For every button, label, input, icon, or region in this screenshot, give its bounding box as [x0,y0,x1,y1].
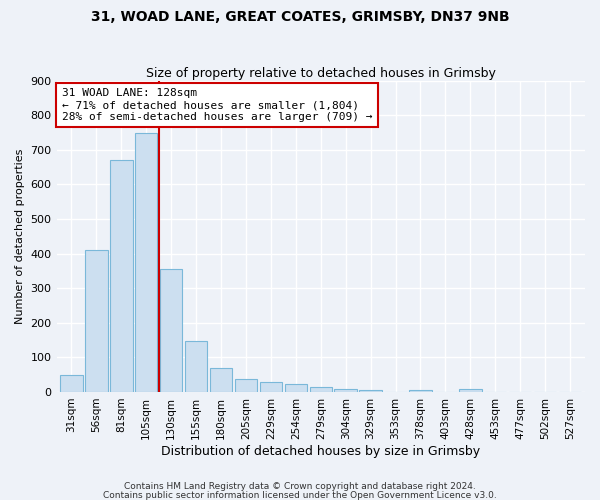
Bar [284,384,307,392]
Bar [359,390,382,392]
Bar [334,389,357,392]
Bar [85,250,107,392]
Bar [60,376,83,392]
Text: 31, WOAD LANE, GREAT COATES, GRIMSBY, DN37 9NB: 31, WOAD LANE, GREAT COATES, GRIMSBY, DN… [91,10,509,24]
Title: Size of property relative to detached houses in Grimsby: Size of property relative to detached ho… [146,66,496,80]
Text: Contains public sector information licensed under the Open Government Licence v3: Contains public sector information licen… [103,490,497,500]
Bar [459,389,482,392]
Bar [210,368,232,392]
Bar [160,269,182,392]
Bar [185,341,208,392]
X-axis label: Distribution of detached houses by size in Grimsby: Distribution of detached houses by size … [161,444,481,458]
Bar [235,379,257,392]
Bar [409,390,431,392]
Bar [110,160,133,392]
Y-axis label: Number of detached properties: Number of detached properties [15,148,25,324]
Bar [310,387,332,392]
Text: 31 WOAD LANE: 128sqm
← 71% of detached houses are smaller (1,804)
28% of semi-de: 31 WOAD LANE: 128sqm ← 71% of detached h… [62,88,373,122]
Bar [135,132,157,392]
Text: Contains HM Land Registry data © Crown copyright and database right 2024.: Contains HM Land Registry data © Crown c… [124,482,476,491]
Bar [260,382,282,392]
